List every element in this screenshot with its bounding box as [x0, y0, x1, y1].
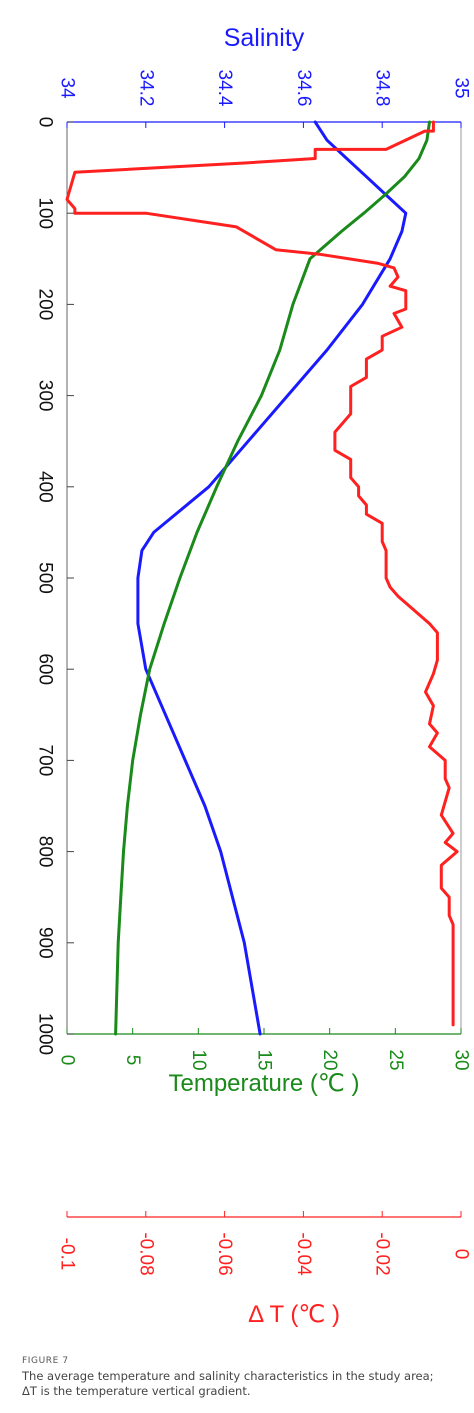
gradient-tick-label: -0.06 — [214, 1232, 235, 1275]
depth-tick-label: 200 — [35, 289, 56, 321]
salinity-tick-label: 35 — [451, 77, 472, 98]
temperature-tick-label: 20 — [319, 1049, 340, 1070]
depth-tick-label: 600 — [35, 653, 56, 685]
salinity-tick-label: 34 — [57, 77, 78, 99]
salinity-tick-label: 34.2 — [135, 70, 156, 107]
gradient-tick-label: -0.08 — [135, 1232, 156, 1275]
temperature-tick-label: 30 — [451, 1049, 472, 1070]
caption-label: FIGURE 7 — [22, 1356, 69, 1366]
salinity-axis-title: Salinity — [224, 24, 305, 52]
depth-tick-label: 800 — [35, 836, 56, 868]
figure-caption: FIGURE 7 The average temperature and sal… — [22, 1356, 472, 1399]
depth-tick-label: 0 — [35, 117, 56, 128]
salinity-tick-label: 34.6 — [293, 70, 314, 107]
salinity-tick-label: 34.4 — [214, 70, 235, 107]
gradient-tick-label: 0 — [451, 1249, 472, 1260]
depth-tick-label: 100 — [35, 197, 56, 229]
profile-lines — [65, 120, 459, 1036]
salinity-profile-line — [136, 120, 408, 1036]
depth-tick-label: 900 — [35, 927, 56, 959]
gradient-tick-label: -0.04 — [293, 1232, 314, 1276]
salinity-tick-label: 34.8 — [372, 70, 393, 107]
temperature-tick-label: 5 — [122, 1055, 143, 1066]
depth-tick-label: 300 — [35, 380, 56, 412]
depth-tick-label: 400 — [35, 471, 56, 503]
depth-tick-label: 1000 — [35, 1013, 56, 1055]
temperature-tick-label: 25 — [385, 1049, 406, 1070]
caption-line-2: ΔT is the temperature vertical gradient. — [22, 1384, 251, 1398]
gradient-tick-label: -0.02 — [372, 1232, 393, 1275]
depth-tick-label: 700 — [35, 745, 56, 777]
temperature-axis-title: Temperature (℃ ) — [168, 1070, 359, 1097]
temperature-tick-label: 0 — [57, 1055, 78, 1066]
gradient-tick-label: -0.1 — [57, 1238, 78, 1271]
caption-line-1: The average temperature and salinity cha… — [22, 1369, 434, 1383]
gradient-profile-line — [65, 120, 459, 1027]
gradient-axis-title: Δ T (℃ ) — [248, 1301, 340, 1328]
temperature-profile-line — [114, 120, 431, 1036]
depth-tick-label: 500 — [35, 562, 56, 594]
temperature-tick-label: 15 — [254, 1049, 275, 1070]
temperature-tick-label: 10 — [188, 1049, 209, 1070]
